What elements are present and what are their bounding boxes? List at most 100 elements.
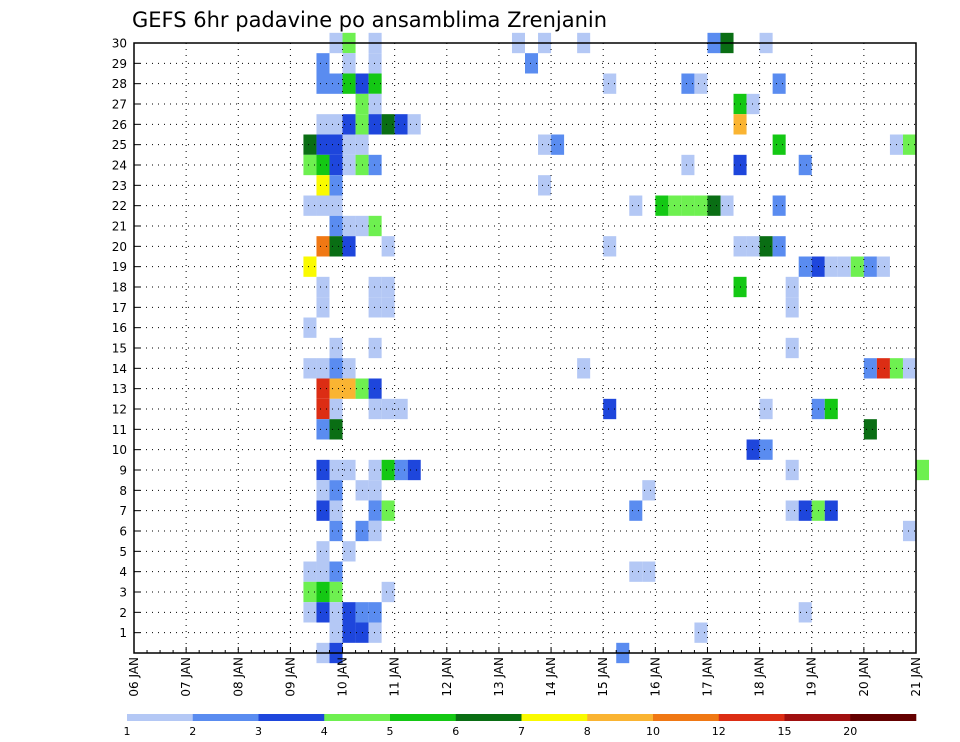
heatmap-cell	[798, 256, 812, 277]
heatmap-cell	[368, 215, 382, 237]
heatmap-cell	[368, 53, 382, 74]
heatmap-cell	[876, 256, 890, 277]
y-tick-label: 15	[112, 342, 127, 356]
x-tick-label: 15 JAN	[596, 657, 610, 697]
heatmap-cell	[329, 175, 343, 196]
heatmap-cell	[316, 154, 330, 176]
heatmap-cell	[642, 561, 656, 582]
heatmap-cell	[577, 358, 591, 379]
heatmap-cell	[916, 459, 930, 481]
heatmap-cell	[316, 73, 330, 94]
y-tick-label: 1	[119, 626, 127, 640]
colorbar-swatch	[455, 714, 522, 721]
heatmap-cell	[303, 195, 317, 216]
heatmap-cell	[368, 480, 382, 501]
heatmap-cell	[694, 195, 708, 216]
heatmap-cell	[329, 154, 343, 176]
chart-title: GEFS 6hr padavine po ansamblima Zrenjani…	[132, 8, 607, 32]
heatmap-cell	[342, 378, 356, 399]
heatmap-cell	[316, 500, 330, 521]
heatmap-cell	[368, 520, 382, 542]
heatmap-cell	[342, 236, 356, 257]
colorbar-label: 15	[778, 725, 792, 738]
heatmap-cell	[316, 358, 330, 379]
y-tick-label: 9	[119, 464, 127, 478]
heatmap-cell	[785, 500, 799, 521]
heatmap-cell	[329, 215, 343, 237]
y-tick-label: 22	[112, 199, 127, 213]
colorbar-label: 10	[646, 725, 660, 738]
heatmap-cell	[316, 459, 330, 481]
heatmap-cell	[368, 73, 382, 94]
heatmap-cell	[850, 256, 864, 277]
heatmap-cell	[342, 73, 356, 94]
y-tick-label: 13	[112, 382, 127, 396]
x-tick-label: 09 JAN	[283, 657, 297, 697]
heatmap-cell	[329, 602, 343, 623]
heatmap-cell	[342, 215, 356, 237]
heatmap-cell	[759, 398, 773, 420]
heatmap-cell	[798, 154, 812, 176]
heatmap-cell	[381, 459, 395, 481]
y-tick-label: 10	[112, 443, 127, 457]
heatmap-cell	[381, 236, 395, 257]
heatmap-cell	[394, 114, 408, 135]
colorbar-swatch	[718, 714, 785, 721]
heatmap-cell	[316, 561, 330, 582]
heatmap-cell	[394, 459, 408, 481]
heatmap-cell	[329, 520, 343, 542]
x-tick-label: 11 JAN	[388, 657, 402, 697]
heatmap-cell	[798, 602, 812, 623]
heatmap-cell	[694, 622, 708, 643]
x-tick-label: 21 JAN	[909, 657, 923, 697]
heatmap-cell	[303, 561, 317, 582]
heatmap-cell	[329, 459, 343, 481]
heatmap-cell	[785, 297, 799, 318]
heatmap-cell	[824, 398, 838, 420]
heatmap-cell	[381, 297, 395, 318]
heatmap-cell	[316, 53, 330, 74]
x-tick-label: 07 JAN	[179, 657, 193, 697]
heatmap-cell	[316, 581, 330, 603]
heatmap-cell	[772, 236, 786, 257]
heatmap-cell	[303, 134, 317, 155]
heatmap-cell	[368, 602, 382, 623]
x-tick-label: 14 JAN	[544, 657, 558, 697]
colorbar-label: 4	[321, 725, 328, 738]
heatmap-cell	[681, 154, 695, 176]
x-tick-label: 06 JAN	[127, 657, 141, 697]
x-tick-label: 08 JAN	[231, 657, 245, 697]
heatmap-cell	[316, 195, 330, 216]
heatmap-cell	[707, 195, 721, 216]
heatmap-cell	[368, 622, 382, 643]
y-tick-label: 19	[112, 260, 127, 274]
y-axis-labels: 1234567891011121314151617181920212223242…	[112, 37, 127, 641]
heatmap-cell	[629, 561, 643, 582]
heatmap-cell	[381, 276, 395, 298]
heatmap-cell	[772, 195, 786, 216]
colorbar-label: 20	[843, 725, 857, 738]
colorbar-label: 8	[584, 725, 591, 738]
x-tick-label: 16 JAN	[648, 657, 662, 697]
heatmap-cell	[316, 236, 330, 257]
colorbar-label: 2	[189, 725, 196, 738]
heatmap-cell	[798, 500, 812, 521]
heatmap-cell	[316, 297, 330, 318]
colorbar: 1 2 3 4 5 6 7 8 10 12 15 20	[124, 714, 917, 738]
y-tick-label: 26	[112, 118, 127, 132]
x-tick-label: 12 JAN	[440, 657, 454, 697]
heatmap-cell	[303, 581, 317, 603]
heatmap-cell	[316, 175, 330, 196]
heatmap-cell	[681, 73, 695, 94]
colorbar-swatch	[390, 714, 457, 721]
heatmap-cell	[759, 236, 773, 257]
heatmap-cell	[316, 276, 330, 298]
heatmap-cell	[329, 236, 343, 257]
heatmap-cell	[551, 134, 565, 155]
heatmap-cell	[342, 53, 356, 74]
heatmap-cell	[746, 236, 760, 257]
heatmap-cell	[902, 134, 916, 155]
heatmap-cell	[759, 439, 773, 460]
y-tick-label: 28	[112, 77, 127, 91]
colorbar-swatch	[587, 714, 654, 721]
